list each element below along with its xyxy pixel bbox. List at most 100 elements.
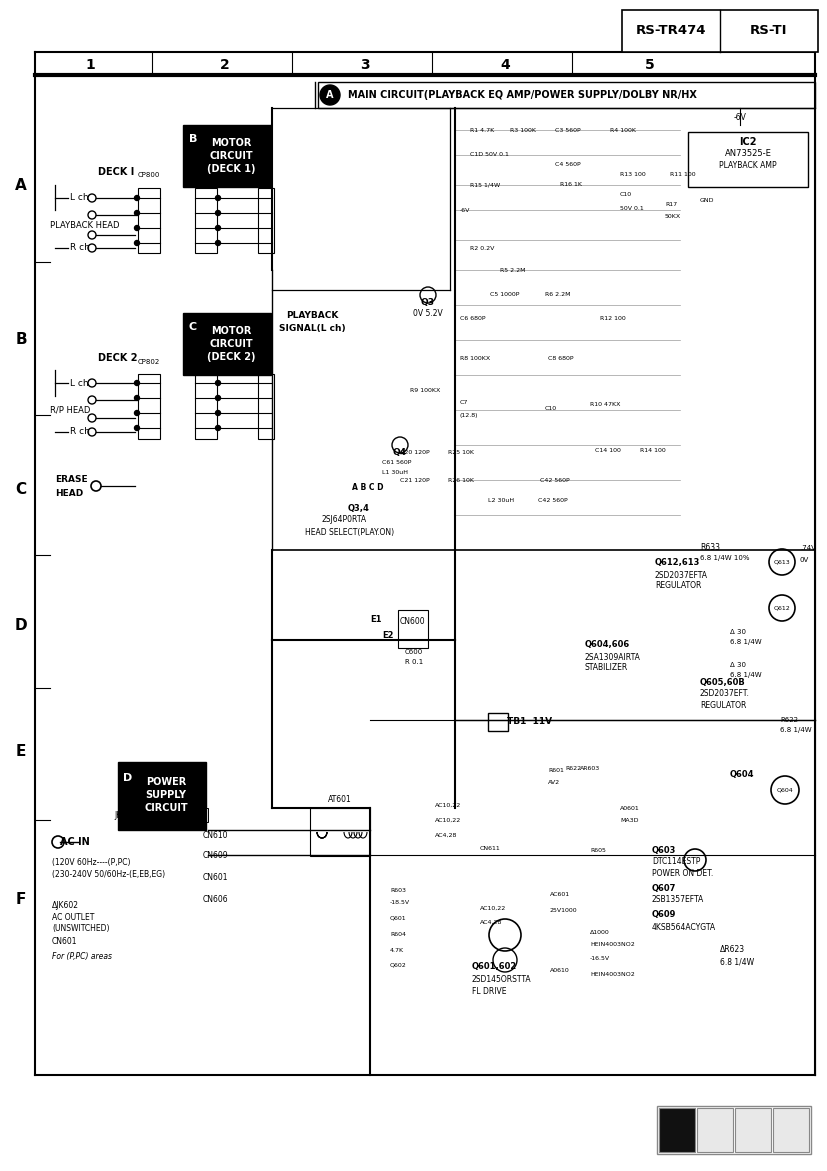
Text: C3 560P: C3 560P	[554, 128, 580, 132]
Text: R ch: R ch	[70, 244, 90, 253]
Text: F: F	[16, 892, 26, 908]
Text: E2: E2	[381, 630, 393, 639]
Bar	[258, 374, 274, 439]
Text: Q601,602: Q601,602	[471, 963, 517, 972]
Text: C600: C600	[404, 649, 423, 655]
Text: Q609: Q609	[651, 911, 676, 919]
Text: R15 1/4W: R15 1/4W	[470, 183, 500, 187]
Circle shape	[215, 396, 220, 400]
Text: POWER: POWER	[146, 778, 186, 787]
Text: ΔR623: ΔR623	[719, 945, 744, 954]
Text: -6V: -6V	[733, 114, 745, 123]
Text: AC10,22: AC10,22	[434, 817, 461, 822]
Text: 2SD145ORSTTA: 2SD145ORSTTA	[471, 974, 531, 984]
Text: SIGNAL(L ch): SIGNAL(L ch)	[279, 323, 345, 333]
Text: STABILIZER: STABILIZER	[585, 664, 628, 672]
Text: AC OUTLET: AC OUTLET	[52, 912, 94, 922]
Text: Q604,606: Q604,606	[585, 641, 629, 650]
Text: C1D 50V 0.1: C1D 50V 0.1	[470, 152, 509, 158]
Text: 6.8 1/4W: 6.8 1/4W	[779, 727, 810, 733]
Text: -18.5V: -18.5V	[390, 899, 409, 904]
Text: 2SJ64P0RTA: 2SJ64P0RTA	[322, 515, 366, 525]
Text: Q605,60B: Q605,60B	[699, 678, 745, 686]
Text: HEAD: HEAD	[55, 488, 84, 498]
Text: 4: 4	[500, 59, 509, 71]
Text: R5 2.2M: R5 2.2M	[500, 267, 525, 273]
Text: 5: 5	[644, 59, 654, 71]
Text: 2: 2	[220, 59, 230, 71]
Text: PLAYBACK AMP: PLAYBACK AMP	[719, 162, 776, 171]
Text: AC4,28: AC4,28	[434, 833, 457, 837]
Text: R9 100KX: R9 100KX	[409, 388, 440, 392]
Bar	[696, 1108, 732, 1152]
Text: Q603: Q603	[651, 845, 676, 855]
Text: R4 100K: R4 100K	[609, 128, 635, 132]
Text: R603: R603	[390, 888, 405, 892]
Bar	[183, 313, 270, 375]
Text: AN73525-E: AN73525-E	[724, 150, 771, 158]
Text: R/P HEAD: R/P HEAD	[50, 405, 90, 415]
Text: B: B	[189, 133, 197, 144]
Text: For (P,PC) areas: For (P,PC) areas	[52, 952, 112, 960]
Circle shape	[134, 226, 139, 231]
Text: IC2: IC2	[739, 137, 756, 148]
Text: Q601: Q601	[390, 916, 406, 920]
Text: 2SD2037EFT.: 2SD2037EFT.	[699, 690, 749, 698]
Text: ERASE: ERASE	[55, 475, 88, 485]
Text: 0V: 0V	[799, 557, 808, 563]
Circle shape	[134, 211, 139, 215]
Text: C21 120P: C21 120P	[399, 478, 429, 482]
Text: A: A	[15, 178, 26, 192]
Text: 2SD2037EFTA: 2SD2037EFTA	[654, 570, 707, 580]
Text: 50V 0.1: 50V 0.1	[619, 205, 643, 211]
Bar	[687, 132, 807, 187]
Text: (120V 60Hz----(P,PC): (120V 60Hz----(P,PC)	[52, 857, 131, 867]
Text: Q4: Q4	[393, 447, 407, 457]
Text: R25 10K: R25 10K	[447, 450, 473, 454]
Text: R11 100: R11 100	[669, 172, 695, 178]
Bar	[170, 808, 208, 822]
Text: C42 560P: C42 560P	[538, 498, 567, 502]
Text: 2SB1357EFTA: 2SB1357EFTA	[651, 896, 704, 904]
Bar	[309, 808, 370, 856]
Bar	[398, 610, 428, 648]
Text: CIRCUIT: CIRCUIT	[209, 338, 252, 349]
Text: Δ 30: Δ 30	[729, 629, 745, 635]
Text: B: B	[15, 333, 26, 348]
Text: HEIN4003NO2: HEIN4003NO2	[590, 972, 634, 978]
Text: CN600: CN600	[399, 617, 425, 626]
Text: RS-TI: RS-TI	[749, 25, 786, 37]
Text: ΔJK602: ΔJK602	[52, 900, 79, 910]
Text: MAIN CIRCUIT(PLAYBACK EQ AMP/POWER SUPPLY/DOLBY NR/HX: MAIN CIRCUIT(PLAYBACK EQ AMP/POWER SUPPL…	[347, 90, 696, 100]
Text: GND: GND	[699, 198, 714, 203]
Text: 50KX: 50KX	[664, 214, 681, 219]
Text: A: A	[326, 90, 333, 100]
Text: REGULATOR: REGULATOR	[699, 700, 745, 710]
Text: R604: R604	[390, 932, 405, 938]
Text: R622: R622	[779, 717, 797, 723]
Text: R17: R17	[664, 203, 676, 207]
Text: L ch: L ch	[70, 378, 88, 388]
Text: L2 30uH: L2 30uH	[487, 498, 514, 502]
Circle shape	[134, 411, 139, 416]
Text: MOTOR: MOTOR	[211, 138, 251, 148]
Text: C61 560P: C61 560P	[381, 459, 411, 465]
Bar	[318, 82, 814, 108]
Text: DECK 2: DECK 2	[98, 352, 137, 363]
Text: C14 100: C14 100	[595, 447, 620, 452]
Text: R13 100: R13 100	[619, 172, 645, 178]
Text: R 0.1: R 0.1	[404, 659, 423, 665]
Text: PLAYBACK HEAD: PLAYBACK HEAD	[50, 220, 119, 230]
Circle shape	[134, 196, 139, 200]
Text: Q602: Q602	[390, 963, 406, 967]
Circle shape	[215, 411, 220, 416]
Bar	[658, 1108, 694, 1152]
Text: R10 47KX: R10 47KX	[590, 403, 619, 408]
Text: MA3D: MA3D	[619, 817, 638, 822]
Circle shape	[134, 396, 139, 400]
Text: R26 10K: R26 10K	[447, 478, 473, 482]
Text: R633: R633	[699, 543, 719, 553]
Text: E1: E1	[370, 616, 381, 624]
Text: CN601: CN601	[202, 874, 227, 883]
Text: PLAYBACK: PLAYBACK	[285, 311, 337, 321]
